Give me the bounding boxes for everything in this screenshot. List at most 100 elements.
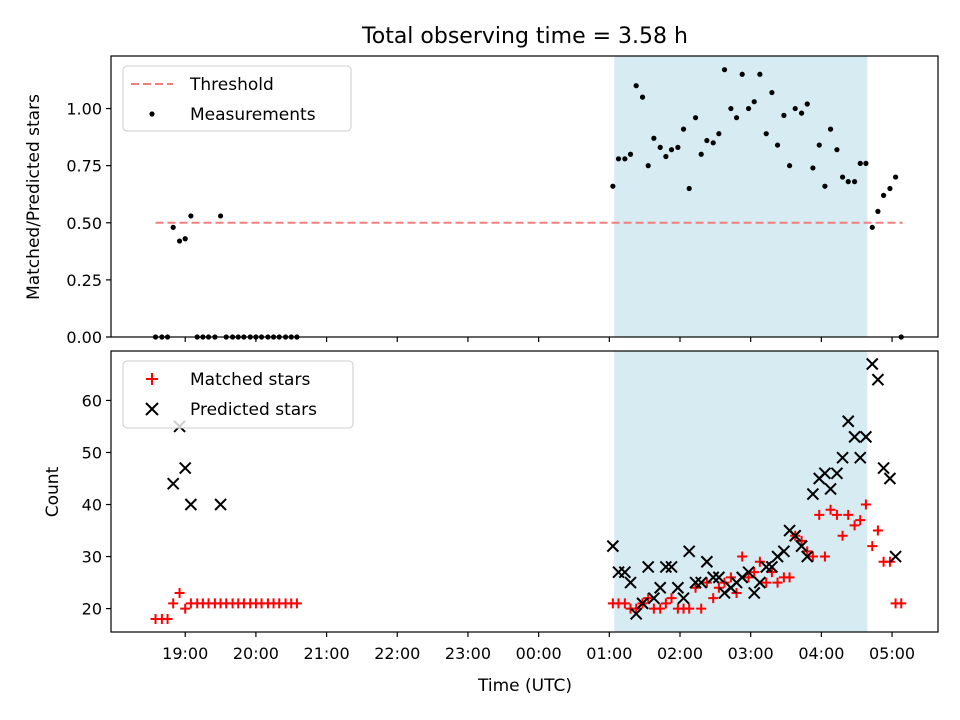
measurement-point bbox=[834, 147, 840, 153]
x-tick-label: 23:00 bbox=[445, 644, 491, 663]
predicted-stars-point bbox=[606, 539, 620, 553]
predicted-stars-point bbox=[748, 586, 761, 600]
predicted-stars-point bbox=[179, 461, 192, 475]
predicted-stars-point bbox=[777, 545, 791, 558]
predicted-stars-point bbox=[830, 467, 844, 480]
predicted-stars-point bbox=[877, 461, 890, 475]
measurement-point bbox=[633, 83, 639, 89]
measurement-point bbox=[692, 115, 699, 121]
measurement-point bbox=[781, 112, 787, 118]
x-tick-label: 00:00 bbox=[516, 644, 562, 663]
measurement-point bbox=[704, 137, 710, 144]
axes-frame bbox=[110, 350, 939, 633]
predicted-stars-point bbox=[795, 539, 808, 553]
measurement-point bbox=[845, 179, 851, 185]
predicted-stars-point bbox=[689, 576, 702, 589]
measurement-point bbox=[875, 208, 881, 214]
measurement-point bbox=[774, 142, 781, 148]
measurement-point bbox=[792, 105, 798, 112]
predicted-stars-point bbox=[883, 472, 897, 485]
measurement-point bbox=[716, 131, 722, 137]
measurement-point bbox=[816, 142, 822, 148]
measurement-point bbox=[745, 105, 752, 112]
predicted-stars-point bbox=[665, 560, 678, 574]
matched-stars-point bbox=[655, 603, 666, 614]
predicted-stars-point bbox=[682, 545, 696, 558]
matched-stars-point bbox=[796, 535, 807, 546]
predicted-stars-point bbox=[618, 565, 632, 579]
measurement-point bbox=[710, 140, 716, 146]
predicted-stars-point bbox=[806, 487, 820, 501]
predicted-stars-point bbox=[836, 451, 849, 464]
measurement-point bbox=[627, 151, 634, 157]
measurement-point bbox=[869, 224, 875, 230]
x-tick-label: 05:00 bbox=[869, 644, 915, 663]
predicted-stars-point bbox=[765, 560, 779, 574]
measurement-point bbox=[622, 156, 628, 162]
matched-stars-point bbox=[749, 567, 760, 578]
predicted-stars-point bbox=[818, 467, 832, 480]
measurement-point bbox=[798, 110, 805, 116]
bottom-y-axis-label: Count bbox=[43, 466, 63, 517]
matched-stars-point bbox=[619, 598, 630, 609]
predicted-stars-point bbox=[871, 373, 885, 386]
measurement-point bbox=[804, 101, 810, 107]
matched-stars-point bbox=[291, 598, 302, 609]
measurement-point bbox=[680, 126, 687, 132]
measurement-point bbox=[751, 99, 757, 105]
measurement-point bbox=[757, 71, 763, 77]
y-tick-label: 60 bbox=[82, 391, 102, 410]
measurement-point bbox=[728, 105, 734, 112]
measurement-point bbox=[822, 183, 828, 189]
y-tick-label: 1.00 bbox=[66, 100, 102, 119]
matched-stars-point bbox=[660, 598, 671, 609]
matched-stars-point bbox=[162, 613, 173, 624]
legend-matched-label: Matched stars bbox=[190, 370, 310, 390]
y-tick-label: 0.00 bbox=[66, 328, 102, 347]
matched-stars-point bbox=[896, 598, 907, 609]
predicted-stars-point bbox=[801, 550, 814, 563]
measurement-point bbox=[663, 153, 669, 160]
matched-stars-point bbox=[743, 572, 754, 583]
matched-stars-point bbox=[855, 515, 866, 526]
matched-stars-point bbox=[860, 499, 871, 510]
predicted-stars-point bbox=[654, 581, 667, 594]
measurement-point bbox=[827, 126, 834, 132]
measurement-point bbox=[769, 89, 775, 96]
legend-predicted-swatch bbox=[145, 402, 159, 416]
measurement-point bbox=[217, 213, 224, 219]
predicted-stars-point bbox=[707, 571, 720, 584]
predicted-stars-point bbox=[671, 581, 685, 594]
measurement-point bbox=[675, 144, 681, 150]
matched-stars-point bbox=[837, 530, 848, 541]
measurement-point bbox=[698, 151, 704, 157]
matched-stars-point bbox=[666, 593, 677, 604]
predicted-stars-point bbox=[695, 576, 708, 589]
x-tick-label: 21:00 bbox=[304, 644, 350, 663]
measurement-point bbox=[739, 71, 745, 77]
predicted-stars-point bbox=[166, 477, 180, 490]
x-tick-label: 04:00 bbox=[798, 644, 844, 663]
predicted-stars-point bbox=[184, 498, 198, 511]
measurement-point bbox=[657, 144, 663, 150]
y-tick-label: 0.50 bbox=[66, 214, 102, 233]
x-tick-label: 03:00 bbox=[728, 644, 774, 663]
predicted-stars-point bbox=[824, 482, 837, 496]
measurement-point bbox=[733, 115, 740, 121]
predicted-stars-point bbox=[760, 560, 773, 574]
legend-threshold-label: Threshold bbox=[189, 75, 274, 95]
x-axis-label: Time (UTC) bbox=[477, 676, 572, 696]
matched-stars-point bbox=[708, 593, 719, 604]
observing-window-shade bbox=[614, 56, 868, 337]
x-tick-label: 19:00 bbox=[162, 644, 208, 663]
measurement-point bbox=[887, 185, 893, 192]
matched-stars-point bbox=[631, 603, 642, 614]
measurement-point bbox=[880, 192, 887, 198]
y-tick-label: 30 bbox=[82, 548, 102, 567]
measurement-point bbox=[892, 174, 899, 180]
y-tick-label: 0.25 bbox=[66, 271, 102, 290]
predicted-stars-point bbox=[866, 357, 879, 371]
matched-stars-point bbox=[684, 603, 695, 614]
predicted-stars-point bbox=[753, 576, 767, 589]
